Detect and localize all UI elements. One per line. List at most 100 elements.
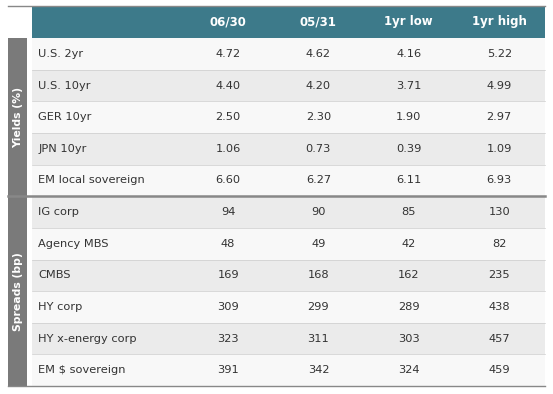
FancyBboxPatch shape	[454, 260, 545, 291]
Text: Spreads (bp): Spreads (bp)	[13, 252, 23, 331]
Text: 5.22: 5.22	[487, 49, 512, 59]
FancyBboxPatch shape	[363, 165, 454, 196]
FancyBboxPatch shape	[273, 133, 363, 165]
Text: 1yr low: 1yr low	[384, 15, 433, 28]
Text: HY corp: HY corp	[38, 302, 82, 312]
Text: 324: 324	[398, 365, 420, 375]
FancyBboxPatch shape	[273, 323, 363, 355]
FancyBboxPatch shape	[32, 291, 183, 323]
FancyBboxPatch shape	[454, 38, 545, 70]
FancyBboxPatch shape	[183, 165, 273, 196]
Text: 1.09: 1.09	[487, 144, 512, 154]
FancyBboxPatch shape	[32, 133, 183, 165]
Text: 299: 299	[307, 302, 329, 312]
Text: 4.72: 4.72	[216, 49, 241, 59]
Text: 90: 90	[311, 207, 326, 217]
FancyBboxPatch shape	[273, 260, 363, 291]
FancyBboxPatch shape	[183, 38, 273, 70]
Text: GER 10yr: GER 10yr	[38, 112, 92, 122]
FancyBboxPatch shape	[273, 38, 363, 70]
FancyBboxPatch shape	[363, 70, 454, 101]
Text: IG corp: IG corp	[38, 207, 79, 217]
Text: 85: 85	[401, 207, 416, 217]
FancyBboxPatch shape	[273, 165, 363, 196]
Text: CMBS: CMBS	[38, 270, 71, 281]
Text: HY x-energy corp: HY x-energy corp	[38, 334, 137, 344]
FancyBboxPatch shape	[183, 133, 273, 165]
Text: 42: 42	[401, 239, 416, 249]
FancyBboxPatch shape	[32, 228, 183, 260]
Text: 49: 49	[311, 239, 326, 249]
FancyBboxPatch shape	[183, 355, 273, 386]
Text: 1.90: 1.90	[396, 112, 421, 122]
FancyBboxPatch shape	[454, 196, 545, 228]
FancyBboxPatch shape	[183, 101, 273, 133]
FancyBboxPatch shape	[273, 355, 363, 386]
FancyBboxPatch shape	[32, 323, 183, 355]
Text: 1.06: 1.06	[216, 144, 241, 154]
Text: 48: 48	[221, 239, 235, 249]
Text: 4.40: 4.40	[216, 80, 241, 91]
FancyBboxPatch shape	[183, 196, 273, 228]
Text: 169: 169	[217, 270, 239, 281]
FancyBboxPatch shape	[363, 323, 454, 355]
FancyBboxPatch shape	[32, 38, 183, 70]
FancyBboxPatch shape	[273, 70, 363, 101]
Text: 4.20: 4.20	[306, 80, 331, 91]
Text: U.S. 2yr: U.S. 2yr	[38, 49, 84, 59]
Text: 2.97: 2.97	[487, 112, 512, 122]
Text: 342: 342	[307, 365, 329, 375]
FancyBboxPatch shape	[454, 323, 545, 355]
Text: Yields (%): Yields (%)	[13, 87, 23, 148]
FancyBboxPatch shape	[32, 196, 183, 228]
Text: 4.62: 4.62	[306, 49, 331, 59]
Text: 06/30: 06/30	[210, 15, 247, 28]
FancyBboxPatch shape	[183, 291, 273, 323]
FancyBboxPatch shape	[363, 291, 454, 323]
FancyBboxPatch shape	[183, 228, 273, 260]
FancyBboxPatch shape	[32, 6, 183, 38]
Text: 82: 82	[492, 239, 507, 249]
FancyBboxPatch shape	[363, 38, 454, 70]
FancyBboxPatch shape	[363, 6, 454, 38]
FancyBboxPatch shape	[454, 6, 545, 38]
Text: 457: 457	[488, 334, 510, 344]
Text: 303: 303	[398, 334, 420, 344]
FancyBboxPatch shape	[363, 196, 454, 228]
FancyBboxPatch shape	[454, 291, 545, 323]
FancyBboxPatch shape	[183, 323, 273, 355]
Text: 6.11: 6.11	[396, 175, 421, 186]
Text: 130: 130	[488, 207, 510, 217]
Text: 2.50: 2.50	[216, 112, 241, 122]
Text: 0.39: 0.39	[396, 144, 421, 154]
FancyBboxPatch shape	[8, 38, 27, 196]
Text: 6.93: 6.93	[487, 175, 512, 186]
Text: 1yr high: 1yr high	[472, 15, 526, 28]
FancyBboxPatch shape	[363, 260, 454, 291]
Text: 323: 323	[217, 334, 239, 344]
FancyBboxPatch shape	[273, 6, 363, 38]
Text: Agency MBS: Agency MBS	[38, 239, 108, 249]
Text: 391: 391	[217, 365, 239, 375]
Text: 2.30: 2.30	[306, 112, 331, 122]
FancyBboxPatch shape	[454, 133, 545, 165]
FancyBboxPatch shape	[454, 228, 545, 260]
Text: 4.16: 4.16	[396, 49, 421, 59]
Text: EM $ sovereign: EM $ sovereign	[38, 365, 126, 375]
Text: 168: 168	[307, 270, 329, 281]
Text: EM local sovereign: EM local sovereign	[38, 175, 145, 186]
Text: 235: 235	[488, 270, 510, 281]
FancyBboxPatch shape	[273, 228, 363, 260]
FancyBboxPatch shape	[32, 101, 183, 133]
FancyBboxPatch shape	[454, 101, 545, 133]
Text: 4.99: 4.99	[487, 80, 512, 91]
FancyBboxPatch shape	[32, 260, 183, 291]
FancyBboxPatch shape	[454, 355, 545, 386]
FancyBboxPatch shape	[273, 291, 363, 323]
Text: 94: 94	[221, 207, 235, 217]
FancyBboxPatch shape	[363, 228, 454, 260]
Text: 309: 309	[217, 302, 239, 312]
Text: 311: 311	[307, 334, 329, 344]
FancyBboxPatch shape	[32, 355, 183, 386]
Text: JPN 10yr: JPN 10yr	[38, 144, 86, 154]
